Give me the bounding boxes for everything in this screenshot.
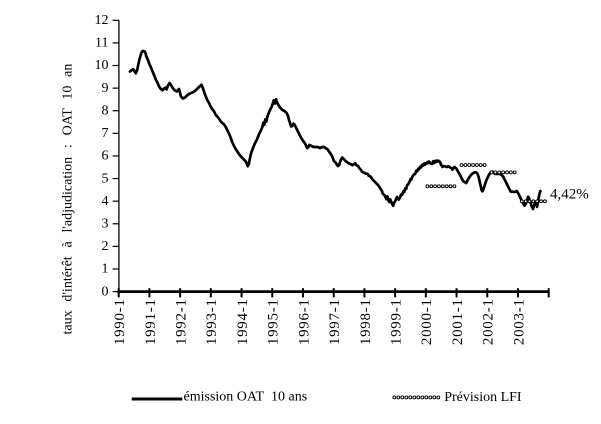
- svg-text:2001-1: 2001-1: [450, 298, 466, 345]
- svg-text:2002-1: 2002-1: [481, 298, 497, 345]
- svg-text:1993-1: 1993-1: [204, 298, 220, 345]
- svg-text:2000-1: 2000-1: [419, 298, 435, 345]
- svg-text:Prévision LFI: Prévision LFI: [444, 390, 522, 405]
- svg-text:4: 4: [102, 194, 109, 209]
- svg-text:1994-1: 1994-1: [235, 298, 251, 345]
- svg-text:9: 9: [102, 81, 109, 96]
- svg-text:1996-1: 1996-1: [296, 298, 312, 345]
- svg-text:2: 2: [102, 239, 109, 254]
- svg-text:taux d'intérêt à l'adjudicatio: taux d'intérêt à l'adjudication : OAT 10…: [61, 64, 76, 335]
- svg-text:1999-1: 1999-1: [389, 298, 405, 345]
- svg-text:8: 8: [102, 103, 109, 118]
- svg-text:11: 11: [95, 36, 108, 51]
- svg-text:1991-1: 1991-1: [143, 298, 159, 345]
- svg-text:3: 3: [102, 216, 109, 231]
- svg-text:4,42%: 4,42%: [550, 186, 589, 202]
- svg-text:7: 7: [102, 126, 109, 141]
- svg-text:6: 6: [102, 149, 109, 164]
- svg-text:1: 1: [102, 262, 109, 277]
- svg-text:1997-1: 1997-1: [327, 298, 343, 345]
- svg-text:0: 0: [102, 284, 109, 299]
- svg-text:1995-1: 1995-1: [266, 298, 282, 345]
- svg-text:5: 5: [102, 171, 109, 186]
- svg-text:1992-1: 1992-1: [174, 298, 190, 345]
- svg-text:2003-1: 2003-1: [511, 298, 527, 345]
- svg-text:1990-1: 1990-1: [112, 298, 128, 345]
- svg-text:10: 10: [95, 58, 109, 73]
- svg-text:12: 12: [95, 13, 109, 28]
- svg-text:émission OAT 10 ans: émission OAT 10 ans: [184, 390, 308, 405]
- svg-text:1998-1: 1998-1: [358, 298, 374, 345]
